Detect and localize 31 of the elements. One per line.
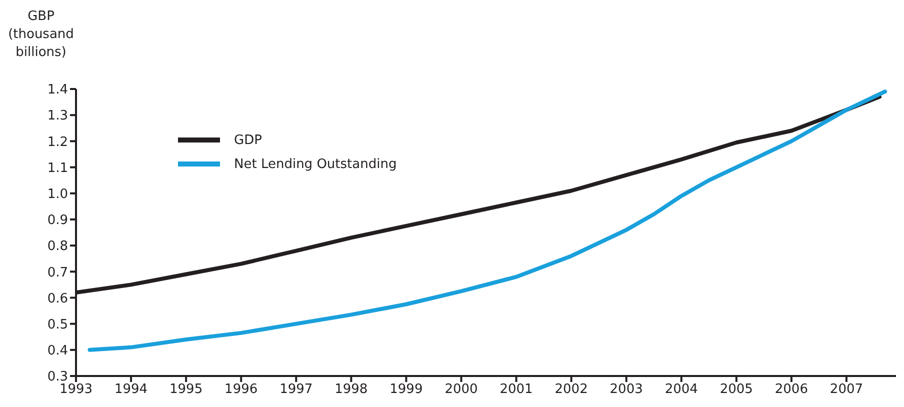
legend-label: GDP (234, 132, 262, 148)
y-tick-label: 1.4 (47, 82, 68, 98)
x-tick-label: 1993 (59, 382, 93, 398)
x-tick-label: 1994 (114, 382, 148, 398)
x-tick-label: 2006 (774, 382, 808, 398)
y-axis-title: GBP (thousand billions) (8, 8, 74, 62)
x-tick-label: 2005 (720, 382, 753, 398)
y-tick-label: 1.2 (47, 134, 68, 150)
y-tick-label: 0.7 (47, 265, 68, 280)
x-tick-label: 1997 (280, 382, 313, 398)
x-tick-label: 2003 (610, 382, 643, 398)
x-tick-label: 1999 (390, 382, 423, 398)
y-tick-label: 0.9 (47, 213, 68, 228)
x-tick-label: 2000 (444, 382, 478, 398)
y-tick-label: 1.1 (47, 160, 68, 176)
y-tick-label: 1.3 (47, 108, 68, 124)
x-tick-label: 2002 (554, 382, 588, 398)
x-tick-label: 2007 (830, 382, 864, 398)
y-tick-label: 0.4 (47, 344, 68, 359)
x-tick-label: 2004 (664, 382, 698, 398)
x-tick-label: 1998 (334, 382, 368, 398)
y-tick-label: 0.3 (47, 370, 68, 385)
y-tick-label: 1.0 (47, 186, 68, 202)
line-series (88, 90, 887, 352)
x-tick-label: 2001 (500, 382, 533, 398)
y-tick-label: 0.6 (47, 291, 68, 306)
x-tick-label: 1995 (170, 382, 203, 398)
x-tick-label: 1996 (224, 382, 258, 398)
y-tick-label: 0.8 (47, 239, 68, 254)
legend-label: Net Lending Outstanding (234, 156, 397, 172)
y-tick-label: 0.5 (47, 317, 68, 332)
